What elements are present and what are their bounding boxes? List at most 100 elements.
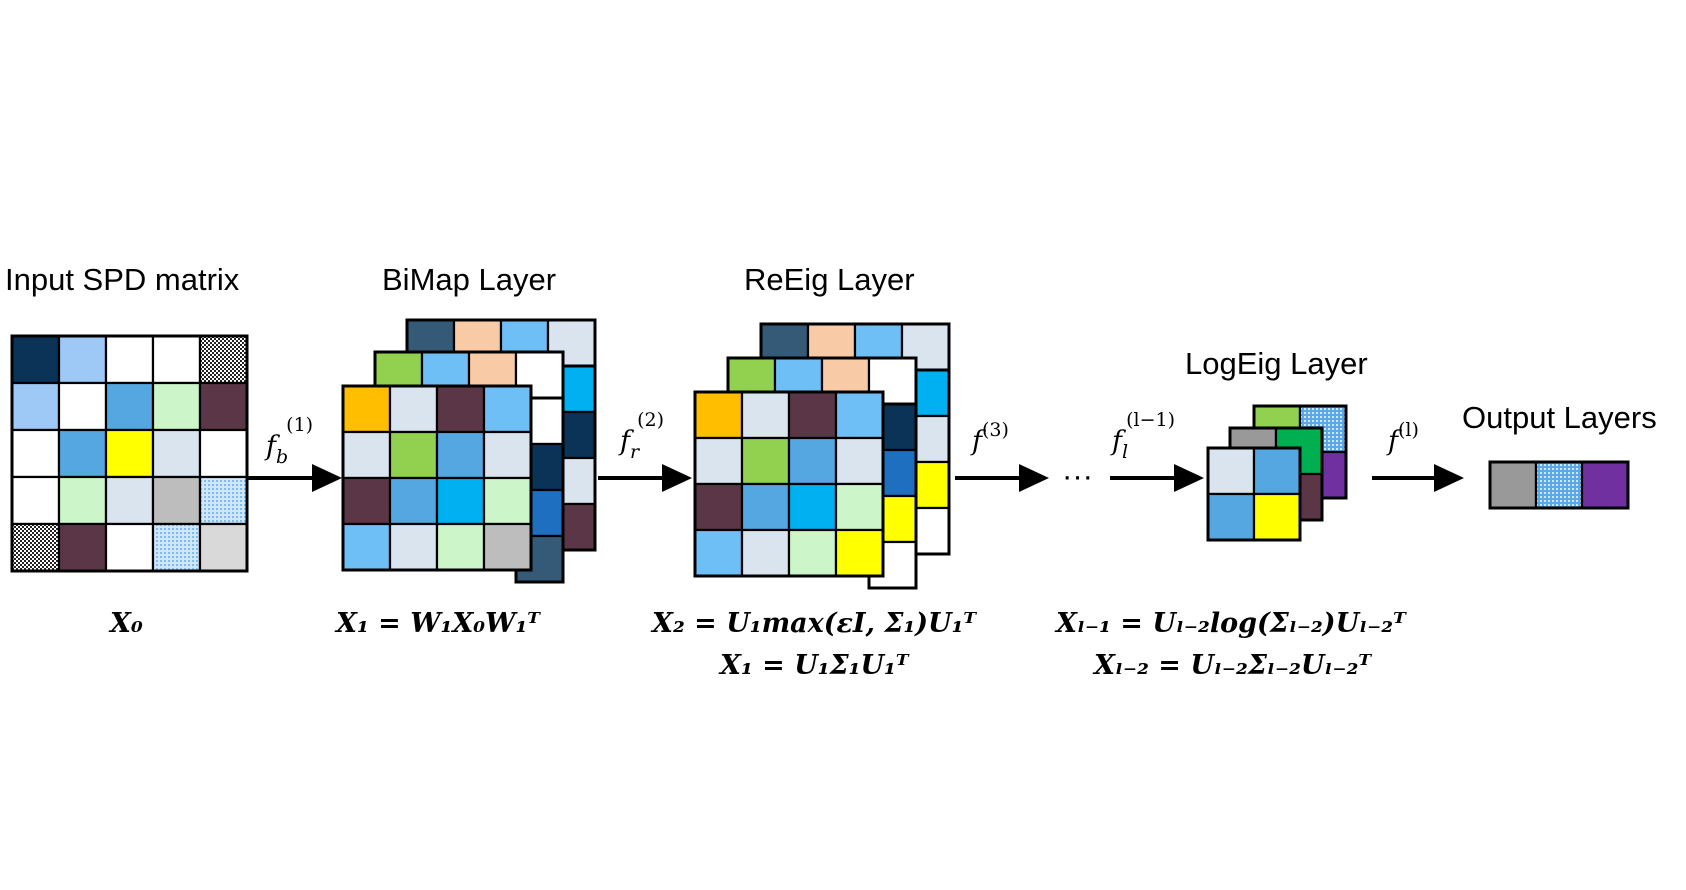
matrix-cell (10, 428, 61, 479)
output-title: Output Layers (1462, 400, 1657, 435)
matrix-cell (740, 528, 791, 578)
matrix-cell (388, 476, 439, 526)
matrix-cell (10, 522, 61, 573)
matrix-cell (104, 428, 155, 479)
matrix-cell (787, 482, 838, 532)
matrix-cell (388, 430, 439, 480)
svg-text:fb(1): fb(1) (264, 414, 313, 468)
matrix-cell (435, 476, 486, 526)
matrix-frame (10, 334, 249, 573)
reeig-front (693, 390, 885, 578)
matrix-cell (198, 522, 249, 573)
logeig-title: LogEig Layer (1185, 346, 1368, 381)
matrix-cell (151, 475, 202, 526)
matrix-cell (10, 475, 61, 526)
label-fL: f(l) (1386, 419, 1419, 457)
matrix-cell (198, 381, 249, 432)
matrix-cell (57, 522, 108, 573)
matrix-cell (388, 384, 439, 434)
matrix-cell (693, 482, 744, 532)
matrix-cell (10, 381, 61, 432)
arrow-bimap (248, 464, 342, 492)
reeig-stack (693, 322, 951, 590)
label-fr2: fr(2) (618, 409, 664, 463)
svg-text:f(l): f(l) (1386, 419, 1419, 457)
eq-x0: X₀ (108, 608, 143, 639)
matrix-cell (104, 334, 155, 385)
matrix-cell (693, 390, 744, 440)
arrow-f3 (955, 464, 1049, 492)
eq-xl-line2: Xₗ₋₂ = Uₗ₋₂Σₗ₋₂Uₗ₋₂ᵀ (1092, 650, 1372, 681)
eq-xl-line1: Xₗ₋₁ = Uₗ₋₂log(Σₗ₋₂)Uₗ₋₂ᵀ (1054, 608, 1407, 639)
input-matrix (10, 334, 249, 573)
logeig-stack (1206, 404, 1348, 542)
matrix-cell (341, 430, 392, 480)
matrix-cell (1580, 460, 1630, 510)
matrix-cell (693, 436, 744, 486)
arrow-reeig (598, 464, 692, 492)
matrix-cell (151, 334, 202, 385)
arrow-logeig (1110, 464, 1204, 492)
matrix-cell (1206, 492, 1256, 542)
matrix-cell (198, 475, 249, 526)
matrix-cell (482, 522, 533, 572)
matrix-cell (1252, 446, 1302, 496)
matrix-cell (198, 428, 249, 479)
matrix-cell (787, 390, 838, 440)
matrix-cell (787, 436, 838, 486)
matrix-frame (693, 390, 885, 578)
matrix-cell (1488, 460, 1538, 510)
matrix-cell (693, 528, 744, 578)
matrix-cell (740, 482, 791, 532)
matrix-cell (834, 528, 885, 578)
matrix-cell (57, 381, 108, 432)
reeig-title: ReEig Layer (744, 262, 915, 297)
matrix-cell (151, 381, 202, 432)
input-grid (10, 334, 249, 573)
matrix-cell (341, 384, 392, 434)
matrix-cell (482, 384, 533, 434)
matrix-cell (57, 428, 108, 479)
matrix-cell (341, 522, 392, 572)
matrix-cell (1252, 492, 1302, 542)
bimap-stack (341, 318, 597, 584)
eq-x2-line1: X₂ = U₁max(εI, Σ₁)U₁ᵀ (650, 608, 977, 639)
matrix-cell (104, 475, 155, 526)
matrix-cell (341, 476, 392, 526)
bimap-title: BiMap Layer (382, 262, 556, 297)
matrix-cell (1534, 460, 1584, 510)
output-grid (1488, 460, 1630, 510)
matrix-cell (834, 436, 885, 486)
matrix-cell (57, 334, 108, 385)
matrix-cell (388, 522, 439, 572)
arrow-output (1372, 464, 1464, 492)
matrix-cell (57, 475, 108, 526)
matrix-cell (740, 436, 791, 486)
matrix-cell (10, 334, 61, 385)
matrix-cell (198, 334, 249, 385)
logeig-front (1206, 446, 1302, 542)
eq-x1: X₁ = W₁X₀W₁ᵀ (334, 608, 541, 639)
matrix-cell (834, 482, 885, 532)
matrix-cell (151, 428, 202, 479)
label-f3: f(3) (970, 419, 1009, 457)
matrix-cell (740, 390, 791, 440)
eq-x2-line2: X₁ = U₁Σ₁U₁ᵀ (718, 650, 910, 681)
matrix-frame (1206, 446, 1302, 542)
matrix-cell (482, 476, 533, 526)
matrix-cell (435, 430, 486, 480)
ellipsis: ··· (1062, 458, 1093, 493)
bimap-front (341, 384, 533, 572)
svg-text:fl(l−1): fl(l−1) (1110, 409, 1175, 463)
matrix-cell (435, 384, 486, 434)
matrix-cell (834, 390, 885, 440)
matrix-cell (1206, 446, 1256, 496)
label-fl: fl(l−1) (1110, 409, 1175, 463)
svg-text:fr(2): fr(2) (618, 409, 664, 463)
matrix-cell (151, 522, 202, 573)
matrix-frame (1488, 460, 1630, 510)
output-vector (1488, 460, 1630, 510)
matrix-cell (482, 430, 533, 480)
svg-text:f(3): f(3) (970, 419, 1009, 457)
